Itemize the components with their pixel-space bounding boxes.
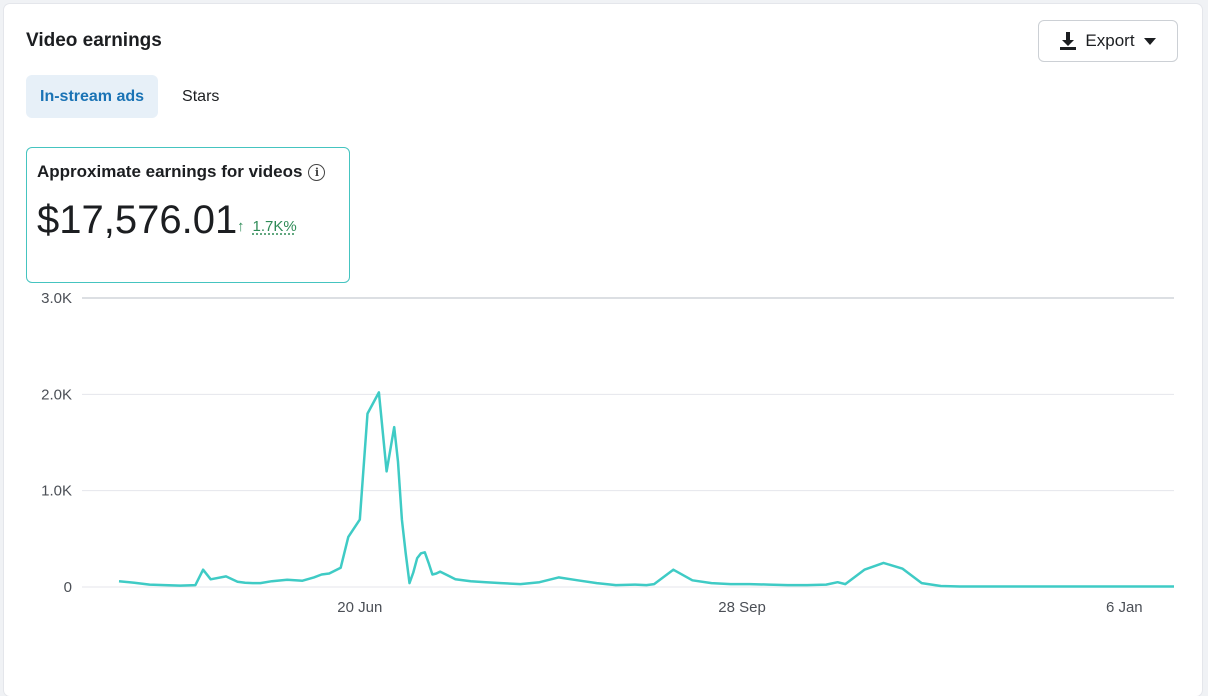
x-tick-label: 20 Jun (337, 599, 382, 616)
x-tick-label: 6 Jan (1106, 599, 1143, 616)
video-earnings-card: Video earnings Export In-stream ads Star… (4, 4, 1202, 696)
y-tick-label: 0 (64, 579, 72, 596)
export-label: Export (1085, 31, 1135, 50)
page-title: Video earnings (26, 30, 162, 51)
export-button[interactable]: Export (1038, 20, 1178, 62)
tab-stars[interactable]: Stars (182, 87, 220, 105)
download-icon (1059, 31, 1077, 51)
metric-label: Approximate earnings for videos (37, 162, 303, 181)
series-line (118, 391, 1174, 588)
y-tick-label: 3.0K (41, 290, 72, 307)
metric-change: ↑ 1.7K% (237, 218, 297, 235)
x-tick-label: 28 Sep (718, 599, 766, 616)
metric-label-row: Approximate earnings for videos i (37, 162, 326, 182)
metric-value: $17,576.01 (37, 198, 238, 242)
y-tick-label: 1.0K (41, 483, 72, 500)
tab-in-stream-ads[interactable]: In-stream ads (26, 75, 159, 118)
change-percent[interactable]: 1.7K% (252, 218, 297, 235)
tab-bar: In-stream ads Stars (26, 75, 233, 118)
y-tick-label: 2.0K (41, 386, 72, 403)
up-arrow-icon: ↑ (237, 218, 245, 235)
caret-down-icon (1143, 36, 1157, 46)
info-icon[interactable]: i (308, 163, 326, 181)
earnings-metric-card[interactable]: Approximate earnings for videos i $17,57… (26, 147, 350, 283)
